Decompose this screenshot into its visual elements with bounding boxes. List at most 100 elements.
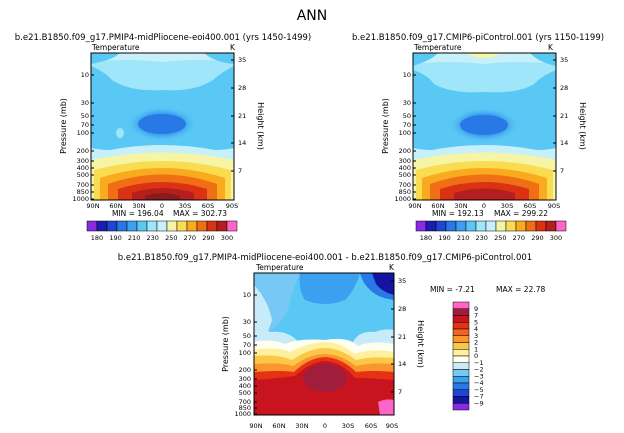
colorbar-tick-label: −1 [474,359,484,367]
colorbar-swatch [452,355,470,363]
svg-text:0: 0 [323,422,327,430]
panel-1-subtitle: Temperature [91,43,140,52]
colorbar-tick-label: 250 [494,234,506,242]
panel-1-bottom-axis: 90N 60N 30N 0 30S 60S 90S [86,202,238,210]
colorbar-tick-label: 3 [474,332,478,340]
panel-1-colorbar: 180 190 210 230 250 270 290 300 [86,220,238,242]
panel-1-frame [90,52,235,201]
svg-text:90N: 90N [249,422,262,430]
panel-2-colorbar: 180 190 210 230 250 270 290 300 [415,220,567,242]
svg-text:30N: 30N [454,202,467,210]
panel-2-min-label: MIN = 192.13 [432,209,484,218]
panel-1-contours [91,53,234,200]
svg-text:21: 21 [238,112,246,120]
colorbar-swatch [485,220,497,232]
svg-text:300: 300 [77,157,89,165]
svg-text:30S: 30S [342,422,354,430]
colorbar-swatch [452,349,470,357]
svg-text:60N: 60N [109,202,122,210]
panel-3-right-axis: 35 28 21 14 7 [391,277,406,396]
panel-2-right-axis: 35 28 21 14 7 [553,56,568,175]
svg-text:10: 10 [243,291,251,299]
svg-text:30N: 30N [132,202,145,210]
svg-text:14: 14 [560,139,568,147]
colorbar-swatch [452,389,470,397]
colorbar-swatch [452,382,470,390]
svg-text:50: 50 [81,112,89,120]
panel-3-title: b.e21.B1850.f09_g17.PMIP4-midPliocene-eo… [118,253,532,263]
svg-text:850: 850 [399,188,411,196]
colorbar-swatch [166,220,178,232]
colorbar-swatch [452,376,470,384]
svg-text:70: 70 [243,341,251,349]
panel-2-y2label: Height (km) [578,102,587,150]
svg-text:7: 7 [398,388,402,396]
svg-text:400: 400 [239,382,251,390]
panel-1-ylabel: Pressure (mb) [59,98,68,154]
colorbar-swatch [452,335,470,343]
colorbar-tick-label: −7 [474,393,484,401]
panel-2-ylabel: Pressure (mb) [381,98,390,154]
colorbar-tick-label: 250 [165,234,177,242]
svg-text:0: 0 [482,202,486,210]
colorbar-swatch [452,342,470,350]
colorbar-swatch [116,220,128,232]
svg-text:90S: 90S [226,202,238,210]
colorbar-swatch [206,220,218,232]
svg-text:30: 30 [81,99,89,107]
svg-text:10: 10 [403,71,411,79]
panel-3-bottom-axis: 90N 60N 30N 0 30S 60S 90S [249,422,398,430]
svg-text:70: 70 [403,121,411,129]
panel-3: b.e21.B1850.f09_g17.PMIP4-midPliocene-eo… [118,253,546,430]
colorbar-swatch [452,362,470,370]
colorbar-tick-label: −5 [474,386,484,394]
svg-text:35: 35 [560,56,568,64]
colorbar-swatch [452,369,470,377]
panel-2: b.e21.B1850.f09_g17.CMIP6-piControl.001 … [352,33,604,242]
svg-text:30N: 30N [295,422,308,430]
colorbar-tick-label: 300 [221,234,233,242]
svg-text:200: 200 [77,147,89,155]
svg-text:200: 200 [399,147,411,155]
colorbar-swatch [452,328,470,336]
colorbar-tick-label: −9 [474,399,484,407]
panel-1-y2label: Height (km) [256,102,265,150]
panel-3-contours [254,273,394,415]
panel-3-min-label: MIN = -7.21 [430,285,475,294]
panel-1-right-axis: 35 28 21 14 7 [231,56,246,175]
svg-text:30S: 30S [501,202,513,210]
svg-text:700: 700 [239,398,251,406]
colorbar-tick-label: 300 [550,234,562,242]
colorbar-swatch [176,220,188,232]
svg-text:1000: 1000 [72,195,89,203]
panel-3-units: K [389,263,395,272]
colorbar-swatch [445,220,457,232]
svg-text:50: 50 [243,332,251,340]
colorbar-swatch [86,220,98,232]
colorbar-swatch [452,403,470,411]
svg-text:700: 700 [399,181,411,189]
panel-1: b.e21.B1850.f09_g17.PMIP4-midPliocene-eo… [15,33,311,242]
svg-text:30S: 30S [179,202,191,210]
panel-2-left-axis: 10 30 50 70 100 200 300 400 500 700 850 … [394,71,416,203]
colorbar-tick-label: 1 [474,345,478,353]
panel-3-subtitle: Temperature [255,263,304,272]
colorbar-swatch [156,220,168,232]
colorbar-tick-label: 190 [438,234,450,242]
panel-2-subtitle: Temperature [413,43,462,52]
svg-text:60N: 60N [272,422,285,430]
colorbar-swatch [505,220,517,232]
svg-text:30: 30 [243,318,251,326]
colorbar-swatch [146,220,158,232]
svg-text:35: 35 [238,56,246,64]
svg-text:700: 700 [77,181,89,189]
panel-3-left-axis: 10 30 50 70 100 200 300 400 500 700 850 … [234,291,257,418]
panel-2-frame [412,52,557,201]
colorbar-swatch [525,220,537,232]
svg-text:400: 400 [77,164,89,172]
colorbar-swatch [452,396,470,404]
colorbar-tick-label: −2 [474,366,484,374]
svg-text:30: 30 [403,99,411,107]
svg-text:300: 300 [239,375,251,383]
panel-3-y2label: Height (km) [416,320,425,368]
